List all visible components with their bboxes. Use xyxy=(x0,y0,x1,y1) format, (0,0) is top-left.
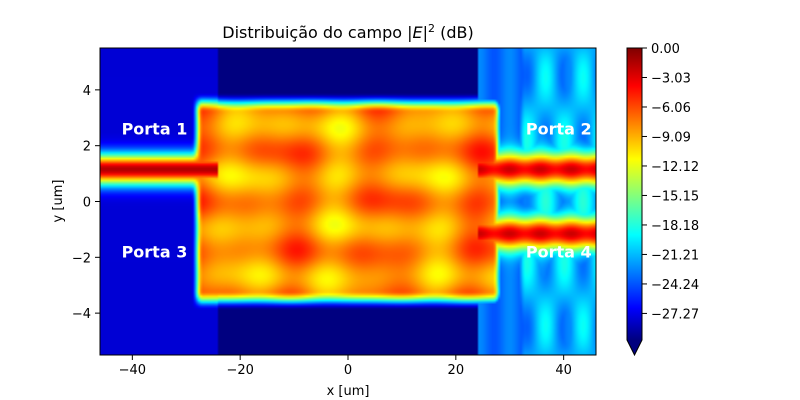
y-tick-label: 4 xyxy=(83,84,91,99)
x-axis-label: x [um] xyxy=(327,384,370,399)
heatmap-area xyxy=(100,48,596,355)
colorbar-gradient xyxy=(627,48,642,340)
port-annotations: Porta 1 Porta 2 Porta 3 Porta 4 xyxy=(122,120,592,262)
colorbar-tick-label: −12.12 xyxy=(651,160,699,175)
y-tick-label: −2 xyxy=(72,251,91,266)
port-label: Porta 4 xyxy=(526,242,592,261)
y-tick-label: 2 xyxy=(83,140,91,155)
colorbar-tick-label: −6.06 xyxy=(651,101,691,116)
port-label: Porta 1 xyxy=(122,120,188,139)
colorbar-frame xyxy=(626,47,643,357)
colorbar-tick-label: −21.21 xyxy=(651,248,699,263)
x-tick-label: −40 xyxy=(119,363,146,378)
port-label: Porta 2 xyxy=(526,120,592,139)
colorbar-tick-label: −9.09 xyxy=(651,130,691,145)
x-tick-label: 40 xyxy=(555,363,572,378)
colorbar-tick-label: 0.00 xyxy=(651,42,680,57)
colorbar-tick-label: −18.18 xyxy=(651,219,699,234)
x-tick-label: 0 xyxy=(344,363,352,378)
colorbar-ticks: 0.00 −3.03 −6.06 −9.09 −12.12 −15.15 −18.18 −21… xyxy=(642,42,699,322)
x-axis: −40 −20 0 20 40 xyxy=(119,355,572,378)
y-tick-label: −4 xyxy=(72,307,91,322)
field-heatmap xyxy=(100,48,596,355)
port-label: Porta 3 xyxy=(122,242,188,261)
chart-title: Distribuição do campo |E|2 (dB) xyxy=(222,22,473,42)
colorbar: 0.00 −3.03 −6.06 −9.09 −12.12 −15.15 −18.18 −21… xyxy=(626,42,699,357)
x-tick-label: 20 xyxy=(448,363,465,378)
y-axis: 4 2 0 −2 −4 xyxy=(72,84,100,322)
y-tick-label: 0 xyxy=(83,196,91,211)
x-tick-label: −20 xyxy=(226,363,253,378)
colorbar-tick-label: −27.27 xyxy=(651,307,699,322)
colorbar-tick-label: −3.03 xyxy=(651,71,691,86)
colorbar-extend-min xyxy=(627,340,642,355)
y-axis-label: y [um] xyxy=(51,180,66,223)
colorbar-tick-label: −24.24 xyxy=(651,278,699,293)
colorbar-tick-label: −15.15 xyxy=(651,189,699,204)
